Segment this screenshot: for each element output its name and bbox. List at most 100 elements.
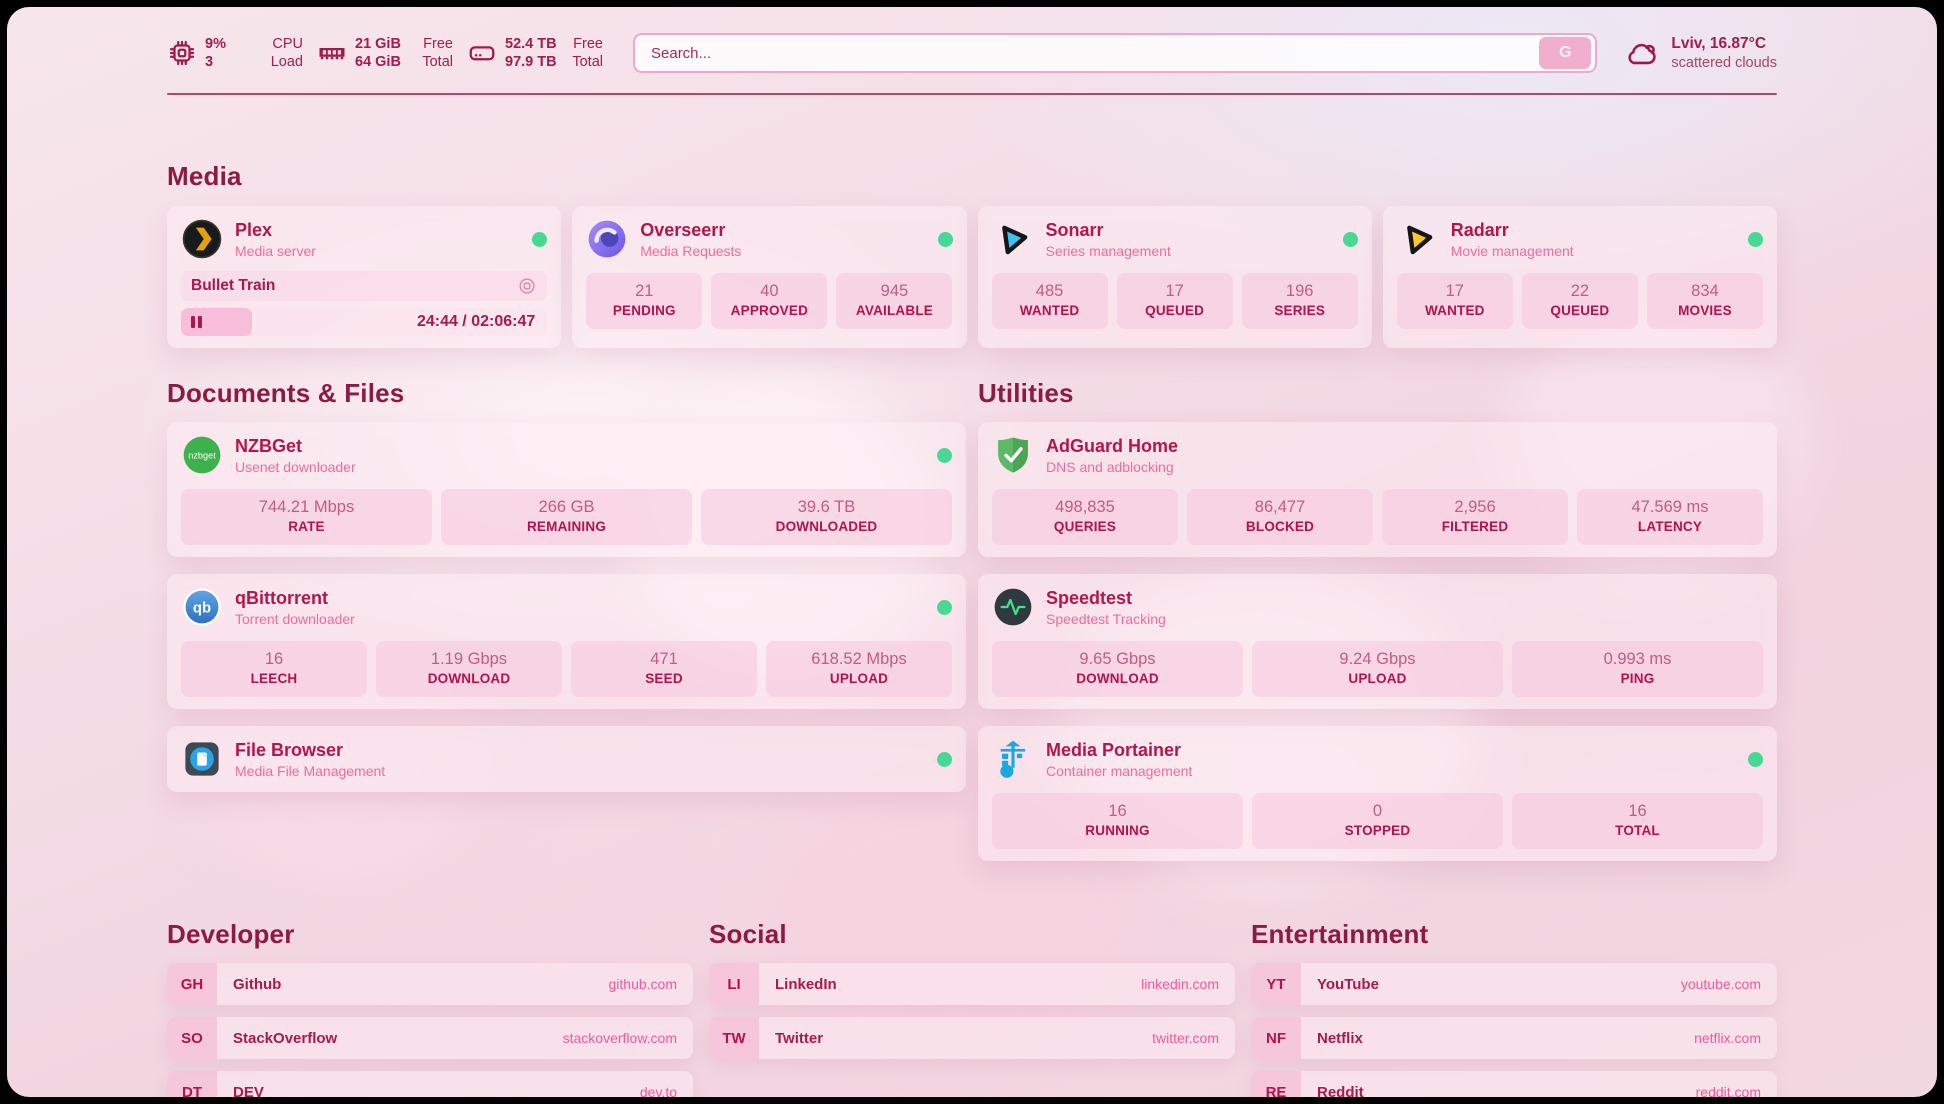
filebrowser-icon: [181, 738, 223, 780]
weather-location: Lviv, 16.87°C: [1671, 35, 1767, 52]
svg-text:qb: qb: [193, 600, 211, 616]
now-playing-row: Bullet Train: [181, 271, 548, 301]
card-title: Radarr: [1450, 219, 1509, 240]
stat-tile: 0 STOPPED: [1252, 793, 1503, 849]
cpu-icon: [167, 38, 197, 68]
documents-column: nzbget NZBGet Usenet downloader 744.21 M…: [167, 422, 966, 792]
cpu-usage-value: 9%: [205, 36, 226, 52]
header-divider: [167, 93, 1777, 95]
link-netflix[interactable]: NF Netflix netflix.com: [1251, 1017, 1777, 1059]
section-title-entertainment: Entertainment: [1251, 919, 1429, 949]
link-youtube[interactable]: YT YouTube youtube.com: [1251, 963, 1777, 1005]
status-dot: [937, 751, 952, 767]
stat-tile: 471 SEED: [571, 641, 757, 697]
memory-free-value: 21 GiB: [355, 36, 401, 52]
now-playing-title: Bullet Train: [191, 277, 276, 294]
card-title: Sonarr: [1045, 219, 1104, 240]
search-bar: G: [633, 33, 1598, 73]
entertainment-section: Entertainment YT YouTube youtube.com NF …: [1251, 919, 1777, 1097]
stat-tile: 47.569 ms LATENCY: [1577, 489, 1763, 545]
card-subtitle: Movie management: [1450, 242, 1574, 259]
qbittorrent-icon: qb: [181, 586, 223, 628]
sonarr-card[interactable]: Sonarr Series management 485 WANTED 17 QUE…: [977, 206, 1372, 348]
section-title-utilities: Utilities: [978, 378, 1074, 408]
card-subtitle: Container management: [1046, 762, 1193, 779]
overseerr-icon: [586, 218, 628, 260]
plex-card[interactable]: Plex Media server Bullet Train 24:44 / 0…: [167, 206, 562, 348]
link-dev[interactable]: DT DEV dev.to: [167, 1071, 693, 1097]
nzbget-card[interactable]: nzbget NZBGet Usenet downloader 744.21 M…: [167, 422, 966, 557]
google-search-button[interactable]: G: [1539, 37, 1592, 69]
weather-widget: Lviv, 16.87°C scattered clouds: [1623, 34, 1777, 72]
stat-tile: 618.52 Mbps UPLOAD: [766, 641, 952, 697]
stat-tile: 2,956 FILTERED: [1382, 489, 1568, 545]
stat-tile: 39.6 TB DOWNLOADED: [701, 489, 952, 545]
qbittorrent-card[interactable]: qb qBittorrent Torrent downloader 16 LEEC…: [167, 574, 966, 709]
stat-tile: 498,835 QUERIES: [992, 489, 1178, 545]
link-linkedin[interactable]: LI LinkedIn linkedin.com: [709, 963, 1235, 1005]
twitter-abbr-icon: TW: [709, 1017, 759, 1059]
svg-text:nzbget: nzbget: [188, 451, 216, 461]
netflix-abbr-icon: NF: [1251, 1017, 1301, 1059]
card-subtitle: Media File Management: [235, 762, 386, 779]
link-reddit[interactable]: RE Reddit reddit.com: [1251, 1071, 1777, 1097]
filebrowser-card[interactable]: File Browser Media File Management: [167, 726, 966, 792]
card-subtitle: Speedtest Tracking: [1046, 610, 1166, 627]
cpu-load-value: 3: [205, 54, 214, 70]
link-stackoverflow[interactable]: SO StackOverflow stackoverflow.com: [167, 1017, 693, 1059]
stat-tile: 16 LEECH: [181, 641, 367, 697]
utilities-column: AdGuard Home DNS and adblocking 498,835 Q…: [978, 422, 1777, 861]
adguard-card[interactable]: AdGuard Home DNS and adblocking 498,835 Q…: [978, 422, 1777, 557]
status-dot: [937, 599, 952, 615]
memory-label-1: Free: [423, 36, 453, 52]
section-title-developer: Developer: [167, 919, 295, 949]
linkedin-abbr-icon: LI: [709, 963, 759, 1005]
portainer-icon: [992, 738, 1034, 780]
section-title-media: Media: [167, 161, 242, 191]
stat-tile: 21 PENDING: [586, 273, 703, 329]
card-subtitle: Media server: [235, 242, 316, 259]
stat-tile: 9.65 Gbps DOWNLOAD: [992, 641, 1243, 697]
stackoverflow-abbr-icon: SO: [167, 1017, 217, 1059]
github-abbr-icon: GH: [167, 963, 217, 1005]
playback-progress[interactable]: 24:44 / 02:06:47: [181, 308, 548, 336]
card-title: Overseerr: [640, 219, 726, 240]
card-subtitle: Media Requests: [640, 242, 742, 259]
media-cards-row: Plex Media server Bullet Train 24:44 / 0…: [167, 206, 1777, 348]
status-dot: [1748, 751, 1763, 767]
playback-time: 24:44 / 02:06:47: [416, 313, 536, 330]
stat-tile: 22 QUEUED: [1521, 273, 1638, 329]
card-title: Plex: [235, 219, 273, 240]
link-twitter[interactable]: TW Twitter twitter.com: [709, 1017, 1235, 1059]
radarr-icon: [1397, 218, 1439, 260]
status-dot: [937, 231, 953, 247]
speedtest-card[interactable]: Speedtest Speedtest Tracking 9.65 Gbps DO…: [978, 574, 1777, 709]
card-subtitle: DNS and adblocking: [1046, 458, 1174, 475]
system-stats: 9% CPU 3 Load: [167, 35, 603, 71]
stat-tile: 40 APPROVED: [711, 273, 828, 329]
weather-condition: scattered clouds: [1671, 55, 1777, 71]
session-icon: [517, 276, 537, 296]
stat-tile: 86,477 BLOCKED: [1187, 489, 1373, 545]
card-title: Media Portainer: [1046, 739, 1182, 760]
stat-tile: 1.19 Gbps DOWNLOAD: [376, 641, 562, 697]
memory-icon: [317, 38, 347, 68]
stat-tile: 16 TOTAL: [1512, 793, 1763, 849]
memory-stat: 21 GiB Free 64 GiB Total: [317, 35, 453, 71]
pause-icon: [191, 316, 195, 328]
cpu-stat: 9% CPU 3 Load: [167, 35, 303, 71]
radarr-card[interactable]: Radarr Movie management 17 WANTED 22 QUEUE…: [1382, 206, 1777, 348]
status-dot: [937, 447, 952, 463]
link-github[interactable]: GH Github github.com: [167, 963, 693, 1005]
disk-icon: [467, 38, 497, 68]
card-title: AdGuard Home: [1046, 435, 1179, 456]
stat-tile: 196 SERIES: [1241, 273, 1358, 329]
card-subtitle: Torrent downloader: [235, 610, 355, 627]
storage-free-value: 52.4 TB: [505, 36, 557, 52]
portainer-card[interactable]: Media Portainer Container management 16 R…: [978, 726, 1777, 861]
search-input[interactable]: [651, 44, 1540, 62]
social-section: Social LI LinkedIn linkedin.com TW Twitt…: [709, 919, 1235, 1097]
card-title: File Browser: [235, 739, 344, 760]
overseerr-card[interactable]: Overseerr Media Requests 21 PENDING 40 APP…: [572, 206, 967, 348]
